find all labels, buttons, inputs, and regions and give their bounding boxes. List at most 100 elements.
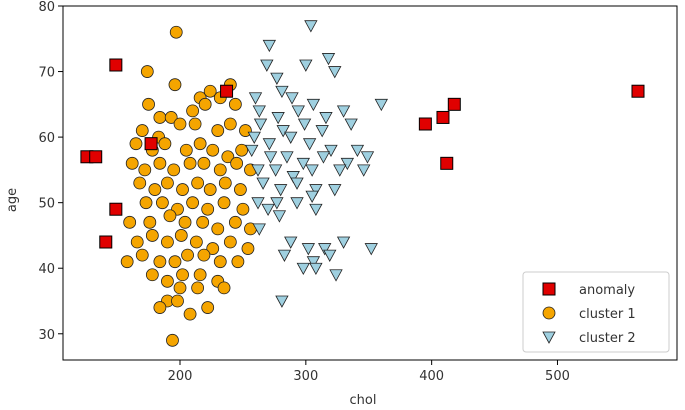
data-point [297, 118, 312, 131]
data-point [186, 196, 199, 210]
data-point [270, 72, 284, 85]
data-point [181, 248, 194, 262]
data-point [336, 105, 351, 118]
data-point [256, 177, 270, 190]
y-tick-label: 70 [38, 66, 55, 81]
data-point [197, 156, 211, 170]
data-point [323, 249, 337, 262]
data-point [161, 235, 174, 249]
data-point [245, 144, 259, 158]
data-point [241, 242, 255, 255]
data-point [228, 97, 242, 111]
data-point [220, 84, 234, 98]
y-tick-label: 40 [38, 262, 55, 277]
data-point [296, 157, 310, 171]
data-point [364, 243, 378, 256]
data-point [228, 215, 242, 229]
data-point [183, 156, 197, 170]
data-point [277, 249, 292, 262]
data-point [271, 112, 285, 125]
data-point [123, 215, 137, 229]
y-axis: 30 40 50 60 70 80 [38, 0, 63, 343]
data-point [223, 235, 237, 249]
data-point [153, 156, 167, 170]
data-point [201, 202, 215, 216]
data-point [440, 156, 454, 170]
legend-marker [542, 306, 556, 320]
plot-frame [62, 5, 678, 361]
data-point [251, 197, 265, 210]
data-point [234, 183, 247, 196]
data-point [129, 137, 143, 151]
data-point [260, 59, 274, 72]
data-point [138, 163, 152, 177]
data-point [196, 215, 210, 229]
legend-label: cluster 1 [579, 307, 636, 322]
x-tick-label: 200 [168, 369, 193, 384]
data-point [173, 117, 187, 131]
data-point [268, 164, 283, 177]
data-point [135, 124, 149, 137]
data-point [262, 39, 277, 53]
data-point [301, 243, 316, 256]
data-point [223, 117, 237, 131]
data-point [140, 65, 154, 78]
data-point [206, 143, 220, 157]
x-axis-label: chol [350, 393, 377, 408]
data-point [217, 281, 231, 295]
data-point [315, 125, 329, 138]
data-point [176, 268, 189, 282]
data-point [263, 151, 278, 164]
data-point [319, 112, 333, 125]
data-point [193, 137, 207, 151]
data-point [211, 222, 225, 236]
data-point [447, 97, 461, 111]
data-point [374, 98, 388, 112]
data-point [333, 164, 347, 177]
legend-box [522, 271, 670, 353]
data-point [328, 184, 342, 197]
data-point [153, 111, 167, 124]
data-point [201, 301, 215, 314]
data-point [211, 124, 225, 137]
data-point [252, 105, 266, 118]
data-point [285, 92, 299, 105]
legend-label: anomaly [579, 283, 635, 298]
data-point [109, 202, 123, 216]
data-point [89, 150, 103, 164]
data-point [302, 138, 317, 151]
data-point [306, 98, 321, 112]
data-point [418, 117, 432, 131]
data-point [169, 25, 183, 39]
data-point [275, 85, 289, 99]
data-point [164, 111, 178, 124]
data-point [316, 151, 331, 164]
data-point [139, 196, 153, 210]
data-point [357, 164, 371, 177]
data-point [217, 196, 231, 210]
data-point [198, 97, 212, 111]
data-point [329, 269, 343, 282]
data-point [176, 183, 189, 196]
data-point [239, 124, 252, 137]
data-point [125, 156, 139, 170]
data-point [306, 256, 321, 269]
data-point [197, 248, 211, 262]
data-point [251, 164, 265, 177]
data-point [153, 255, 167, 269]
data-point [309, 203, 323, 217]
data-point [145, 229, 159, 242]
data-point [248, 92, 263, 105]
data-point [168, 78, 182, 92]
data-point [191, 176, 205, 190]
data-point [284, 236, 298, 249]
data-point [631, 84, 645, 98]
data-point [158, 137, 172, 151]
data-point [324, 144, 338, 158]
data-point [148, 183, 162, 196]
data-point [350, 144, 365, 158]
data-point [272, 210, 287, 223]
data-point [166, 333, 179, 347]
plot-area [80, 20, 645, 347]
